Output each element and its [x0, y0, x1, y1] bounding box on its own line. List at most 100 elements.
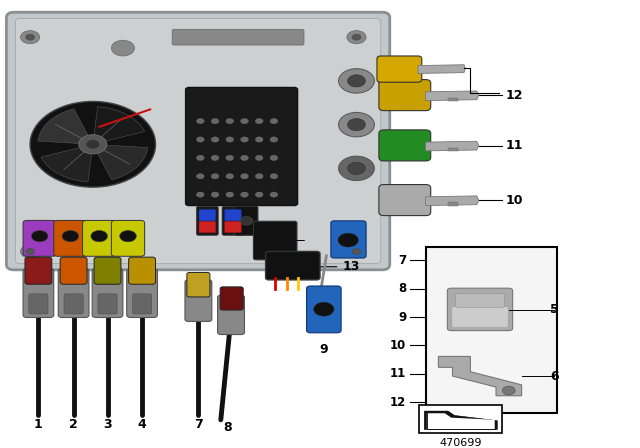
Circle shape: [352, 248, 361, 254]
FancyBboxPatch shape: [6, 12, 390, 270]
Polygon shape: [426, 141, 479, 151]
FancyBboxPatch shape: [127, 268, 157, 318]
Circle shape: [31, 230, 48, 242]
FancyBboxPatch shape: [187, 272, 210, 297]
FancyBboxPatch shape: [185, 280, 212, 321]
Circle shape: [211, 137, 219, 142]
Circle shape: [339, 156, 374, 181]
Bar: [419, 405, 502, 433]
Circle shape: [241, 192, 248, 197]
Circle shape: [196, 155, 204, 160]
Circle shape: [20, 30, 40, 44]
Circle shape: [241, 155, 248, 160]
Circle shape: [91, 230, 108, 242]
FancyBboxPatch shape: [379, 80, 431, 111]
Circle shape: [211, 155, 219, 160]
Circle shape: [255, 119, 263, 124]
Text: 10: 10: [506, 194, 523, 207]
Polygon shape: [426, 91, 479, 101]
Circle shape: [196, 119, 204, 124]
FancyBboxPatch shape: [447, 288, 513, 331]
Circle shape: [240, 216, 253, 225]
Polygon shape: [448, 202, 458, 206]
Text: 9: 9: [319, 343, 328, 356]
Polygon shape: [424, 411, 497, 430]
FancyBboxPatch shape: [307, 286, 341, 333]
Circle shape: [79, 135, 107, 154]
Wedge shape: [93, 107, 145, 144]
Text: 470699: 470699: [440, 438, 482, 448]
Text: 9: 9: [398, 310, 406, 323]
Circle shape: [255, 155, 263, 160]
FancyBboxPatch shape: [331, 221, 366, 258]
FancyBboxPatch shape: [92, 268, 123, 318]
Polygon shape: [427, 413, 495, 430]
Circle shape: [339, 69, 374, 93]
Text: 8: 8: [223, 421, 232, 434]
Polygon shape: [448, 98, 458, 101]
Circle shape: [196, 174, 204, 179]
FancyBboxPatch shape: [456, 294, 504, 307]
Circle shape: [352, 34, 361, 40]
Circle shape: [270, 119, 278, 124]
FancyBboxPatch shape: [132, 294, 152, 314]
Text: 4: 4: [138, 418, 147, 431]
Wedge shape: [41, 144, 93, 182]
Circle shape: [241, 119, 248, 124]
Circle shape: [196, 192, 204, 197]
Wedge shape: [38, 109, 93, 144]
FancyBboxPatch shape: [111, 220, 145, 256]
FancyBboxPatch shape: [23, 220, 56, 256]
Circle shape: [226, 174, 234, 179]
FancyBboxPatch shape: [220, 287, 243, 310]
Text: 1: 1: [34, 418, 43, 431]
Text: 5: 5: [550, 303, 559, 316]
FancyBboxPatch shape: [83, 220, 116, 256]
FancyBboxPatch shape: [199, 210, 216, 221]
FancyBboxPatch shape: [225, 221, 241, 233]
FancyBboxPatch shape: [377, 56, 422, 82]
FancyBboxPatch shape: [58, 268, 89, 318]
Text: 12: 12: [390, 396, 406, 409]
Text: 3: 3: [103, 418, 112, 431]
Text: 6: 6: [550, 370, 559, 383]
Polygon shape: [418, 65, 465, 73]
FancyBboxPatch shape: [225, 210, 241, 221]
FancyBboxPatch shape: [94, 257, 121, 284]
FancyBboxPatch shape: [266, 251, 320, 280]
FancyBboxPatch shape: [60, 257, 87, 284]
FancyBboxPatch shape: [98, 294, 117, 314]
Circle shape: [111, 40, 134, 56]
FancyBboxPatch shape: [25, 257, 52, 284]
FancyBboxPatch shape: [379, 130, 431, 161]
Circle shape: [255, 137, 263, 142]
Circle shape: [348, 119, 365, 131]
FancyBboxPatch shape: [253, 221, 297, 260]
FancyBboxPatch shape: [379, 185, 431, 215]
Text: 7: 7: [398, 254, 406, 267]
Polygon shape: [438, 357, 522, 396]
Circle shape: [347, 30, 366, 44]
FancyBboxPatch shape: [64, 294, 83, 314]
Circle shape: [226, 155, 234, 160]
Circle shape: [348, 75, 365, 87]
Polygon shape: [426, 196, 479, 206]
Circle shape: [270, 155, 278, 160]
Circle shape: [270, 192, 278, 197]
Circle shape: [347, 245, 366, 258]
Text: 12: 12: [506, 89, 523, 102]
Wedge shape: [93, 144, 148, 180]
Circle shape: [348, 162, 365, 174]
FancyBboxPatch shape: [15, 18, 381, 264]
Circle shape: [502, 386, 515, 395]
Polygon shape: [448, 148, 458, 151]
Circle shape: [270, 174, 278, 179]
Circle shape: [86, 140, 99, 149]
Circle shape: [120, 230, 136, 242]
Circle shape: [20, 245, 40, 258]
Circle shape: [226, 192, 234, 197]
Circle shape: [270, 137, 278, 142]
FancyBboxPatch shape: [452, 306, 508, 327]
Circle shape: [30, 101, 156, 187]
Circle shape: [241, 137, 248, 142]
